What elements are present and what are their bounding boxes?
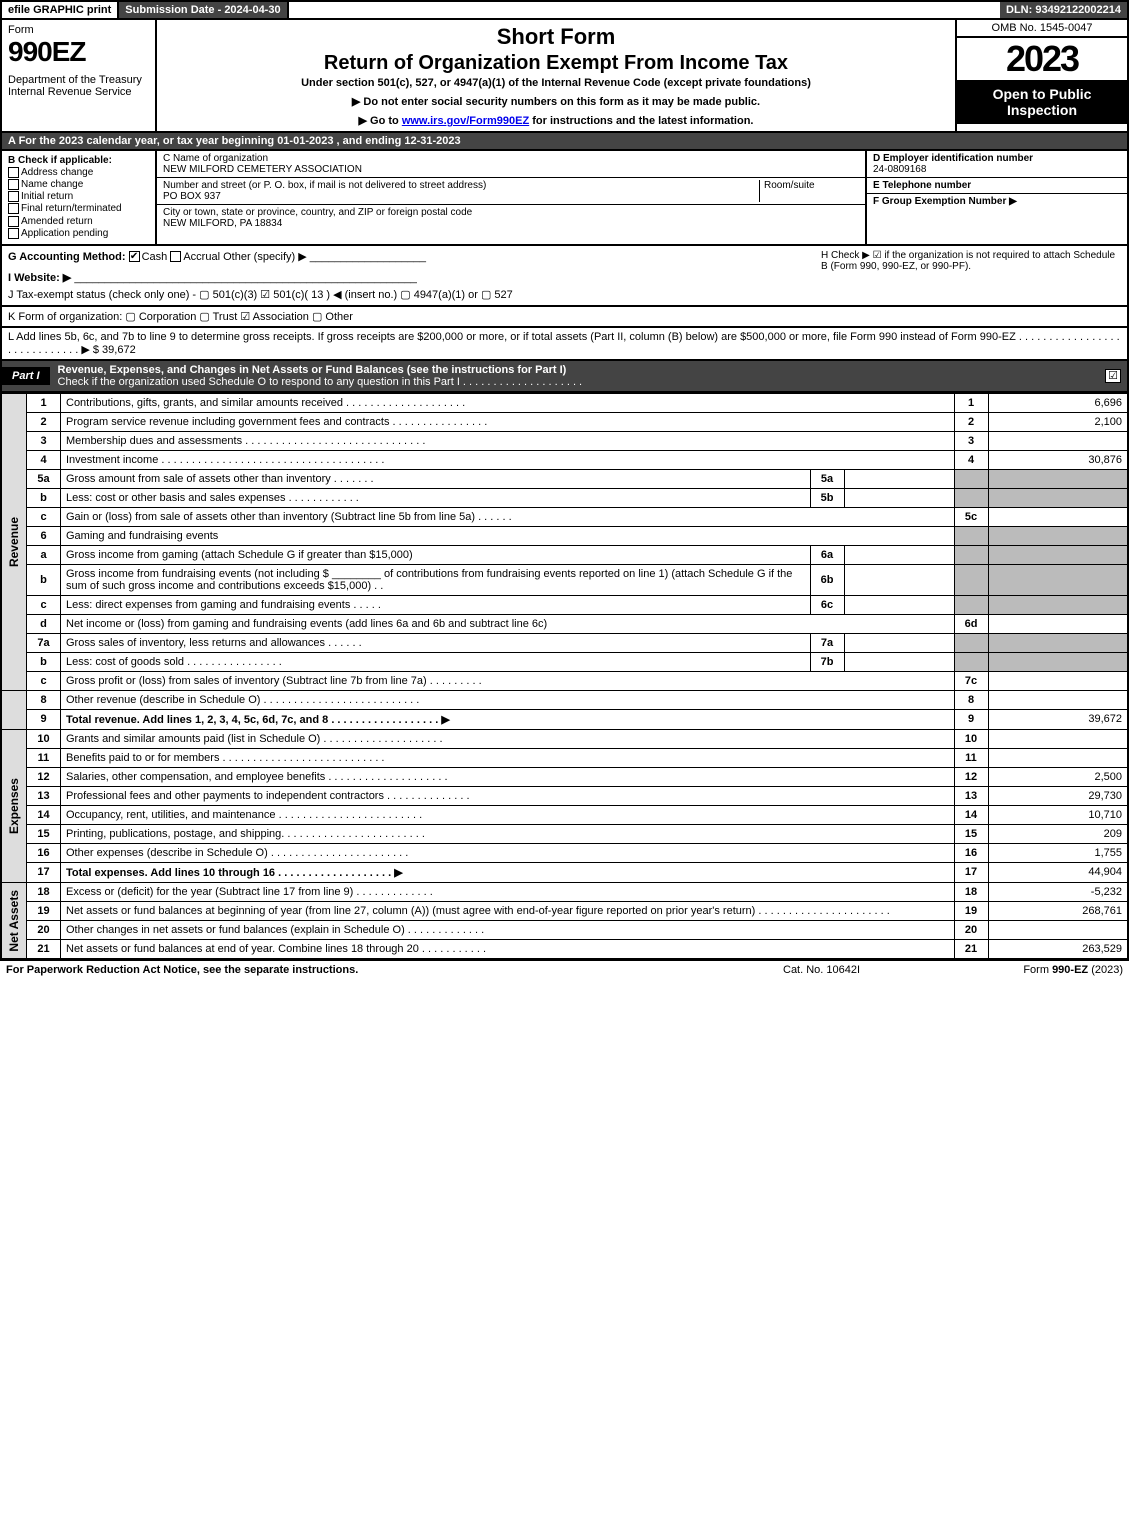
j-tax-exempt: J Tax-exempt status (check only one) - ▢…: [8, 289, 513, 301]
footer-right: Form 990-EZ (2023): [943, 964, 1123, 976]
submission-date: Submission Date - 2024-04-30: [119, 2, 288, 18]
line-14-value: 10,710: [988, 805, 1128, 824]
col-c: C Name of organizationNEW MILFORD CEMETE…: [157, 151, 867, 244]
line-5c-value: [988, 507, 1128, 526]
c-city-label: City or town, state or province, country…: [163, 207, 472, 218]
f-label: F Group Exemption Number ▶: [873, 196, 1017, 207]
row-a-period: A For the 2023 calendar year, or tax yea…: [0, 133, 1129, 151]
line-18-value: -5,232: [988, 882, 1128, 901]
line-8-value: [988, 690, 1128, 709]
part-1-header: Part I Revenue, Expenses, and Changes in…: [0, 361, 1129, 393]
form-number: 990EZ: [8, 36, 149, 68]
c-name-label: C Name of organization: [163, 153, 268, 164]
short-form-label: Short Form: [165, 24, 947, 50]
note-ssn: ▶ Do not enter social security numbers o…: [165, 95, 947, 108]
row-ghi: H Check ▶ ☑ if the organization is not r…: [0, 246, 1129, 307]
chk-application-pending[interactable]: Application pending: [8, 228, 149, 239]
line-17-value: 44,904: [988, 862, 1128, 882]
footer-catno: Cat. No. 10642I: [783, 964, 943, 976]
line-21-value: 263,529: [988, 939, 1128, 959]
g-label: G Accounting Method:: [8, 251, 126, 263]
topbar: efile GRAPHIC print Submission Date - 20…: [0, 0, 1129, 20]
col-b: B Check if applicable: Address change Na…: [2, 151, 157, 244]
chk-address-change[interactable]: Address change: [8, 167, 149, 178]
c-street-label: Number and street (or P. O. box, if mail…: [163, 180, 486, 191]
b-header: B Check if applicable:: [8, 155, 112, 166]
omb-number: OMB No. 1545-0047: [957, 20, 1127, 38]
line-15-value: 209: [988, 824, 1128, 843]
part-1-checkbox[interactable]: ☑: [1105, 369, 1121, 383]
e-label: E Telephone number: [873, 180, 971, 191]
org-name: NEW MILFORD CEMETERY ASSOCIATION: [163, 164, 362, 175]
side-revenue: Revenue: [7, 517, 21, 567]
note-goto: ▶ Go to www.irs.gov/Form990EZ for instru…: [165, 114, 947, 127]
chk-initial-return[interactable]: Initial return: [8, 191, 149, 202]
footer-left: For Paperwork Reduction Act Notice, see …: [6, 964, 783, 976]
org-street: PO BOX 937: [163, 191, 221, 202]
part-1-tab: Part I: [2, 367, 50, 385]
dln: DLN: 93492122002214: [1000, 2, 1127, 18]
gross-receipts: 39,672: [102, 344, 136, 356]
line-20-value: [988, 920, 1128, 939]
form-label: Form: [8, 24, 149, 36]
tax-year: 2023: [957, 38, 1127, 80]
line-4-value: 30,876: [988, 450, 1128, 469]
dept-label: Department of the Treasury Internal Reve…: [8, 74, 149, 98]
chk-final-return[interactable]: Final return/terminated: [8, 203, 149, 214]
chk-accrual[interactable]: [170, 251, 181, 262]
side-netassets: Net Assets: [7, 890, 21, 952]
h-schedule-b: H Check ▶ ☑ if the organization is not r…: [821, 250, 1121, 272]
col-def: D Employer identification number24-08091…: [867, 151, 1127, 244]
line-13-value: 29,730: [988, 786, 1128, 805]
section-b-through-f: B Check if applicable: Address change Na…: [0, 151, 1129, 246]
line-19-value: 268,761: [988, 901, 1128, 920]
room-label: Room/suite: [764, 180, 815, 191]
form-subtitle: Under section 501(c), 527, or 4947(a)(1)…: [165, 77, 947, 89]
chk-amended-return[interactable]: Amended return: [8, 216, 149, 227]
line-7c-value: [988, 671, 1128, 690]
footer: For Paperwork Reduction Act Notice, see …: [0, 960, 1129, 979]
line-6d-value: [988, 614, 1128, 633]
open-inspection: Open to Public Inspection: [957, 80, 1127, 124]
line-10-value: [988, 729, 1128, 748]
line-1-value: 6,696: [988, 393, 1128, 412]
form-header: Form 990EZ Department of the Treasury In…: [0, 20, 1129, 133]
line-9-value: 39,672: [988, 709, 1128, 729]
line-3-value: [988, 431, 1128, 450]
line-11-value: [988, 748, 1128, 767]
irs-link[interactable]: www.irs.gov/Form990EZ: [402, 115, 529, 127]
chk-name-change[interactable]: Name change: [8, 179, 149, 190]
ein: 24-0809168: [873, 164, 926, 175]
chk-cash[interactable]: ✔: [129, 251, 140, 262]
part-1-sub: Check if the organization used Schedule …: [58, 376, 583, 388]
side-expenses: Expenses: [7, 778, 21, 834]
org-city: NEW MILFORD, PA 18834: [163, 218, 282, 229]
efile-label[interactable]: efile GRAPHIC print: [2, 2, 119, 18]
line-12-value: 2,500: [988, 767, 1128, 786]
form-title: Return of Organization Exempt From Incom…: [165, 52, 947, 75]
line-16-value: 1,755: [988, 843, 1128, 862]
part-1-table: Revenue 1Contributions, gifts, grants, a…: [0, 393, 1129, 960]
row-l: L Add lines 5b, 6c, and 7b to line 9 to …: [0, 328, 1129, 361]
row-k: K Form of organization: ▢ Corporation ▢ …: [0, 307, 1129, 328]
d-label: D Employer identification number: [873, 153, 1033, 164]
i-website: I Website: ▶: [8, 272, 71, 284]
line-2-value: 2,100: [988, 412, 1128, 431]
part-1-title: Revenue, Expenses, and Changes in Net As…: [58, 364, 567, 376]
